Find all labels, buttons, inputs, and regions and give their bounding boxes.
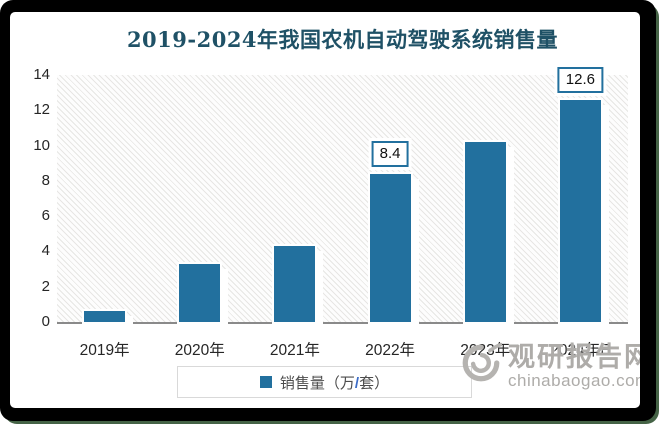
bar-2021年: [274, 246, 316, 322]
y-tick-label: 12: [33, 101, 50, 119]
legend-label-slash: /: [354, 374, 360, 392]
bar-2019年: [84, 311, 126, 322]
bar-2020年: [179, 264, 221, 322]
x-tick-label: 2022年: [365, 342, 416, 359]
x-tick-label: 2021年: [269, 342, 320, 359]
legend-swatch: [259, 376, 272, 388]
data-label-2022年: 8.4: [371, 141, 409, 167]
watermark-domain: chinabaogao.com: [508, 371, 640, 390]
x-tick-label: 2023年: [460, 342, 511, 359]
y-tick-label: 14: [33, 66, 50, 83]
legend: 销售量（万/套）: [177, 366, 472, 398]
y-tick-label: 8: [41, 171, 50, 189]
y-tick-label: 2: [41, 277, 50, 295]
legend-label: 销售量（万/套）: [280, 372, 389, 393]
x-tick-label: 2019年: [79, 342, 130, 359]
chart-canvas: 2019-2024年我国农机自动驾驶系统销售量 0 2 4 6 8 10 12 14 8.4 1…: [10, 12, 640, 408]
bar-2022年: [369, 174, 411, 322]
y-tick-label: 6: [41, 207, 50, 225]
y-tick-label: 4: [41, 242, 50, 260]
legend-label-part: 套）: [359, 374, 390, 392]
legend-label-part: 销售量（万: [279, 374, 355, 392]
y-tick-label: 10: [33, 136, 50, 154]
chart-title: 2019-2024年我国农机自动驾驶系统销售量: [126, 27, 559, 52]
x-tick-label: 2020年: [174, 342, 225, 359]
bar-2023年: [464, 142, 506, 322]
y-tick-label: 0: [41, 313, 50, 330]
bar-2024年E: [559, 100, 601, 322]
data-label-2024年E: 12.6: [557, 67, 604, 93]
plot-area: 8.4 12.6: [57, 67, 628, 324]
x-tick-label: 2024年E: [550, 342, 611, 359]
